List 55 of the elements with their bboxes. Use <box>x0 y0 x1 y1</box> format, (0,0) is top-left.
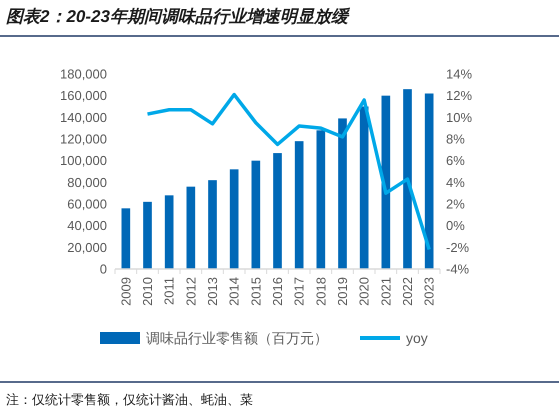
bar <box>360 106 368 269</box>
x-tick-label: 2020 <box>356 277 372 306</box>
y2-tick-label: 2% <box>446 196 466 212</box>
bar <box>273 153 282 269</box>
bar <box>338 118 347 269</box>
y-tick-label: 80,000 <box>67 174 107 190</box>
x-tick-label: 2014 <box>226 277 242 306</box>
x-tick-label: 2012 <box>183 277 198 306</box>
chart-title: 图表2：20-23年期间调味品行业增速明显放缓 <box>6 7 351 26</box>
y2-tick-label: -4% <box>446 262 470 277</box>
bar <box>316 130 326 269</box>
y2-tick-label: 4% <box>446 174 466 190</box>
x-tick-label: 2022 <box>400 277 416 306</box>
bar <box>143 202 152 269</box>
y-tick-label: 40,000 <box>67 218 107 234</box>
text: 注：仅统计零售额，仅统计酱油、蚝油、菜 <box>6 392 253 407</box>
y2-tick-label: 14% <box>446 66 472 82</box>
x-tick-label: 2017 <box>292 277 307 306</box>
y-tick-label: 100,000 <box>60 153 107 168</box>
x-tick-label: 2013 <box>205 277 220 306</box>
x-tick-label: 2015 <box>248 277 264 306</box>
line-series <box>146 92 431 252</box>
bar <box>252 160 260 269</box>
x-tick-label: 2010 <box>140 277 156 306</box>
bar <box>424 94 434 269</box>
bar <box>164 195 174 269</box>
bar <box>186 186 196 269</box>
legend-label: 调味品行业零售额（百万元） <box>146 330 328 346</box>
y2-tick-label: 12% <box>446 88 472 104</box>
bar <box>382 96 390 269</box>
y-tick-label: 0 <box>100 262 107 277</box>
y2-tick-label: 6% <box>446 153 466 168</box>
y-tick-label: 20,000 <box>67 240 107 255</box>
y-tick-label: 160,000 <box>60 88 107 104</box>
y2-tick-label: -2% <box>446 240 470 255</box>
x-tick-label: 2009 <box>118 277 134 306</box>
y2-tick-label: 10% <box>446 110 472 125</box>
x-tick-label: 2018 <box>313 277 328 306</box>
y-tick-label: 140,000 <box>60 110 107 125</box>
bar <box>230 169 238 269</box>
y2-tick-label: 8% <box>446 132 466 147</box>
x-tick-label: 2021 <box>378 277 394 306</box>
y-tick-label: 60,000 <box>67 196 107 212</box>
y2-tick-label: 0% <box>446 218 466 234</box>
x-tick-label: 2011 <box>162 277 177 305</box>
bar <box>122 208 130 269</box>
y-tick-label: 120,000 <box>60 132 107 147</box>
x-tick-label: 2019 <box>335 277 350 306</box>
x-tick-label: 2023 <box>422 277 437 306</box>
bar <box>403 89 412 269</box>
bar <box>208 180 217 269</box>
legend-label: yoy <box>406 330 428 346</box>
y-tick-label: 180,000 <box>60 66 107 82</box>
bar <box>294 141 304 269</box>
x-tick-label: 2016 <box>270 277 286 306</box>
